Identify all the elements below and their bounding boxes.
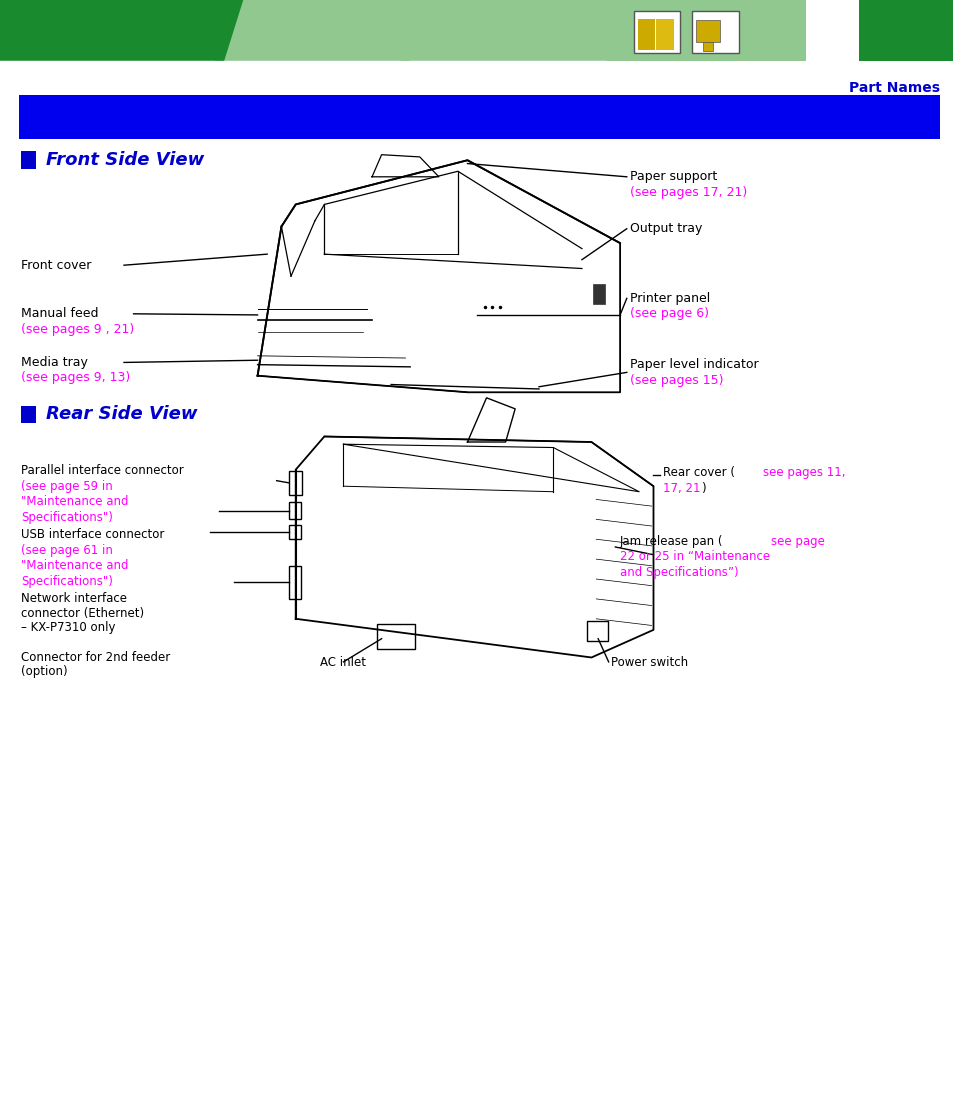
Polygon shape bbox=[605, 0, 805, 61]
Text: Basics: Basics bbox=[63, 20, 137, 41]
FancyBboxPatch shape bbox=[638, 19, 655, 50]
Polygon shape bbox=[0, 0, 243, 61]
Text: 17, 21: 17, 21 bbox=[662, 482, 700, 495]
Text: (see pages 15): (see pages 15) bbox=[629, 373, 722, 387]
Text: Specifications"): Specifications") bbox=[21, 575, 112, 588]
Text: Connector for 2nd feeder: Connector for 2nd feeder bbox=[21, 651, 170, 664]
Text: 5: 5 bbox=[898, 20, 913, 41]
Text: AC inlet: AC inlet bbox=[320, 656, 366, 670]
Text: see page: see page bbox=[770, 535, 823, 548]
Text: (see page 59 in: (see page 59 in bbox=[21, 480, 112, 493]
Text: Jam release pan (: Jam release pan ( bbox=[619, 535, 722, 548]
FancyBboxPatch shape bbox=[19, 95, 939, 139]
Text: Part Names: Part Names bbox=[43, 105, 197, 129]
Text: Front Side View: Front Side View bbox=[46, 151, 204, 169]
Text: (option): (option) bbox=[21, 665, 68, 678]
Text: see pages 11,: see pages 11, bbox=[762, 466, 844, 480]
Text: 22 or 25 in “Maintenance: 22 or 25 in “Maintenance bbox=[619, 550, 769, 564]
Text: (see pages 17, 21): (see pages 17, 21) bbox=[629, 186, 746, 199]
FancyBboxPatch shape bbox=[21, 406, 36, 423]
Text: Parallel interface connector: Parallel interface connector bbox=[21, 464, 184, 477]
Text: Windows: Windows bbox=[274, 21, 365, 40]
Text: (see page 61 in: (see page 61 in bbox=[21, 544, 112, 557]
Text: Network interface: Network interface bbox=[21, 592, 127, 606]
Polygon shape bbox=[400, 0, 629, 61]
FancyBboxPatch shape bbox=[21, 151, 36, 169]
Polygon shape bbox=[214, 0, 429, 61]
Text: Paper level indicator: Paper level indicator bbox=[629, 358, 758, 371]
Text: Macintosh: Macintosh bbox=[458, 21, 561, 40]
Text: Part Names: Part Names bbox=[848, 81, 939, 95]
FancyBboxPatch shape bbox=[696, 20, 720, 42]
Text: "Maintenance and: "Maintenance and bbox=[21, 495, 129, 508]
Text: Paper support: Paper support bbox=[629, 170, 716, 183]
Text: "Maintenance and: "Maintenance and bbox=[21, 559, 129, 572]
Text: Power switch: Power switch bbox=[610, 656, 687, 670]
FancyBboxPatch shape bbox=[634, 11, 679, 53]
Text: Rear Side View: Rear Side View bbox=[46, 406, 197, 423]
Text: connector (Ethernet): connector (Ethernet) bbox=[21, 607, 144, 620]
Text: Specifications"): Specifications") bbox=[21, 511, 112, 524]
FancyBboxPatch shape bbox=[858, 0, 953, 61]
FancyBboxPatch shape bbox=[593, 284, 604, 304]
FancyBboxPatch shape bbox=[702, 42, 712, 51]
Text: (see page 6): (see page 6) bbox=[629, 307, 708, 320]
Text: Output tray: Output tray bbox=[629, 222, 701, 235]
Text: Printer panel: Printer panel bbox=[629, 292, 709, 305]
Text: (see pages 9 , 21): (see pages 9 , 21) bbox=[21, 323, 134, 336]
Text: – KX-P7310 only: – KX-P7310 only bbox=[21, 621, 115, 634]
Text: Media tray: Media tray bbox=[21, 356, 88, 369]
Text: Rear cover (: Rear cover ( bbox=[662, 466, 734, 480]
FancyBboxPatch shape bbox=[656, 19, 673, 50]
Text: Manual feed: Manual feed bbox=[21, 307, 98, 320]
Text: (see pages 9, 13): (see pages 9, 13) bbox=[21, 371, 131, 385]
Text: USB interface connector: USB interface connector bbox=[21, 528, 164, 541]
Text: ): ) bbox=[700, 482, 705, 495]
Text: and Specifications”): and Specifications”) bbox=[619, 566, 738, 579]
Text: Front cover: Front cover bbox=[21, 259, 91, 272]
FancyBboxPatch shape bbox=[691, 11, 739, 53]
